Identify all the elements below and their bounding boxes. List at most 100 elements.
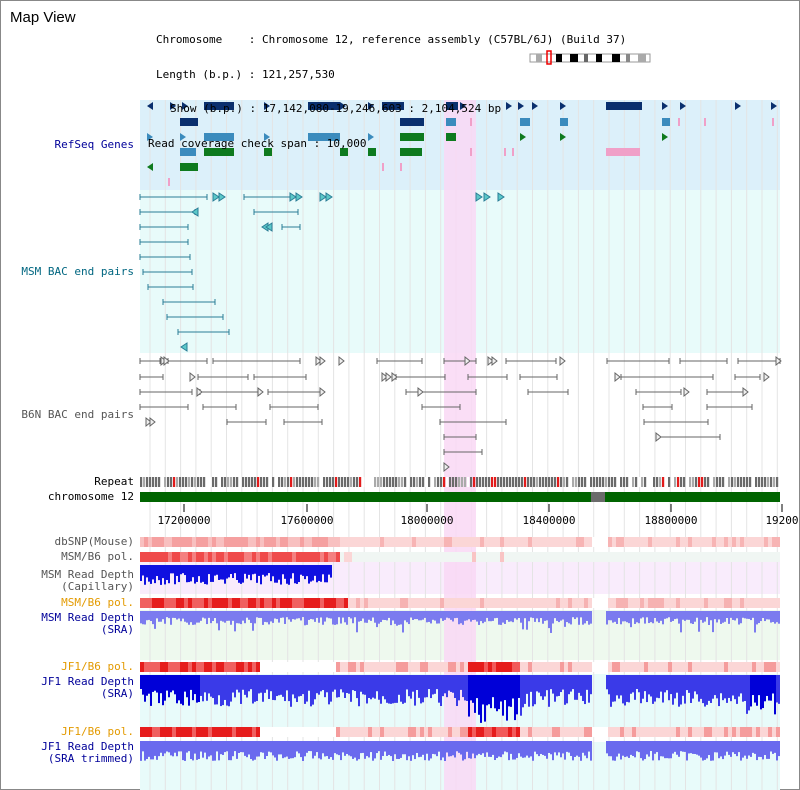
polymorphism-cell [764,727,768,737]
read-depth-bar [234,675,236,698]
read-depth-bar [682,611,684,620]
read-depth-bar [622,741,624,756]
polymorphism-cell [308,552,312,562]
read-depth-bar [728,675,730,698]
polymorphism-cell [476,552,480,562]
read-depth-bar [184,611,186,622]
read-depth-bar [546,741,548,759]
read-depth-bar [404,675,406,703]
repeat-block [548,477,551,487]
read-depth-bar [516,741,518,758]
read-depth-bar [398,741,400,760]
repeat-block [704,477,707,487]
read-depth-bar [166,741,168,752]
polymorphism-cell [388,662,392,672]
read-depth-bar [380,741,382,760]
read-depth-bar [552,675,554,694]
read-depth-bar [700,741,702,758]
polymorphism-cell [156,537,160,547]
read-depth-bar [150,675,152,706]
polymorphism-cell [224,662,228,672]
read-depth-bar [522,611,524,630]
read-depth-bar [502,611,504,623]
polymorphism-cell [372,727,376,737]
repeat-block [692,477,695,487]
read-depth-bar [720,741,722,757]
read-depth-bar [556,741,558,756]
repeat-block [626,477,629,487]
read-depth-bar [634,741,636,758]
read-depth-bar [268,675,270,699]
read-depth-bar [674,675,676,699]
read-depth-bar [432,741,434,754]
read-depth-bar [684,741,686,752]
read-depth-bar [316,741,318,753]
read-depth-bar [750,741,752,757]
read-depth-bar [450,741,452,757]
polymorphism-cell [692,537,696,547]
polymorphism-cell [592,727,596,737]
polymorphism-cell [392,537,396,547]
polymorphism-cell [344,537,348,547]
polymorphism-cell [696,727,700,737]
polymorphism-cell [628,727,632,737]
polymorphism-cell [240,662,244,672]
read-depth-bar [294,611,296,620]
polymorphism-cell [680,537,684,547]
read-depth-bar [430,611,432,624]
polymorphism-cell [544,537,548,547]
repeat-block [545,477,548,487]
polymorphism-cell [632,662,636,672]
read-depth-bar [534,741,536,752]
polymorphism-cell [532,552,536,562]
polymorphism-cell [540,727,544,737]
polymorphism-cell [308,537,312,547]
read-depth-bar [330,675,332,702]
read-depth-bar [196,741,198,760]
polymorphism-cell [752,727,756,737]
read-depth-bar [750,611,752,621]
read-depth-bar [234,611,236,632]
read-depth-bar [730,675,732,702]
polymorphism-cell [308,598,312,608]
read-depth-bar [436,675,438,690]
read-depth-bar [402,741,404,755]
polymorphism-cell [352,537,356,547]
polymorphism-cell [688,662,692,672]
read-depth-bar [776,611,778,623]
refseq-gene-arrow [180,133,186,141]
polymorphism-cell [292,552,296,562]
read-depth-bar [226,611,228,621]
polymorphism-cell [744,537,748,547]
read-depth-bar [662,675,664,703]
read-depth-bar [510,741,512,754]
polymorphism-cell [628,552,632,562]
read-depth-bar [164,611,166,624]
read-depth-bar [482,611,484,624]
repeat-block [338,477,341,487]
read-depth-bar [354,741,356,758]
read-depth-bar [286,565,288,584]
polymorphism-cell [356,662,360,672]
read-depth-bar [254,741,256,760]
polymorphism-cell [720,598,724,608]
polymorphism-cell [656,662,660,672]
read-depth-bar [368,741,370,758]
read-depth-bar [630,611,632,628]
read-depth-bar [232,565,234,579]
bac-end-arrow [763,371,770,383]
read-depth-bar [658,611,660,623]
read-depth-bar [678,741,680,757]
polymorphism-cell [408,537,412,547]
polymorphism-cell [748,537,752,547]
polymorphism-cell [488,552,492,562]
axis-tick-label: 17600000 [280,514,334,527]
track-label-msm-bac: MSM BAC end pairs [21,265,134,278]
bac-end-arrow [338,355,345,367]
polymorphism-cell [492,727,496,737]
repeat-block [170,477,173,487]
read-depth-bar [764,741,766,756]
polymorphism-cell [728,537,732,547]
polymorphism-cell [548,662,552,672]
